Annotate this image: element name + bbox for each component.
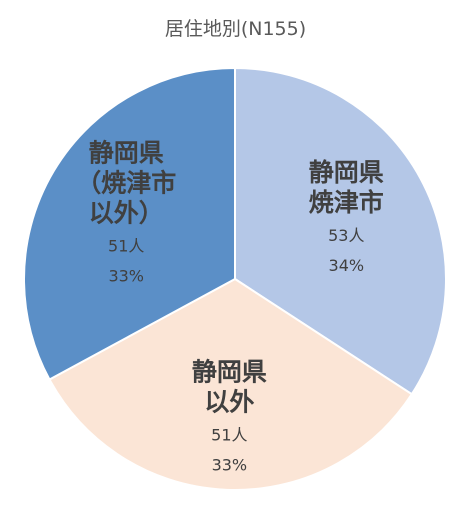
slice-count-label: 51人	[108, 237, 144, 256]
pie-slices	[23, 66, 447, 491]
slice-label-line: （焼津市	[76, 169, 176, 198]
slice-label-line: 静岡県	[89, 139, 164, 168]
slice-count-label: 51人	[211, 426, 247, 445]
chart-title: 居住地別(N155)	[165, 18, 306, 40]
slice-label-line: 以外	[204, 388, 254, 417]
slice-count-label: 53人	[328, 226, 364, 245]
slice-percent-label: 33%	[108, 267, 144, 286]
slice-label-line: 以外）	[89, 199, 164, 228]
pie-slice	[23, 66, 236, 381]
pie-slice	[48, 277, 414, 491]
slice-label-line: 焼津市	[309, 188, 384, 217]
slice-percent-label: 34%	[329, 256, 365, 275]
slice-label-line: 静岡県	[309, 158, 384, 187]
slice-label-line: 静岡県	[192, 358, 267, 387]
slice-percent-label: 33%	[212, 456, 248, 475]
